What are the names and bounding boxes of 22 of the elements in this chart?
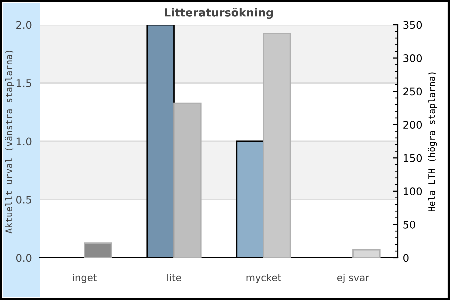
bar <box>352 249 381 258</box>
y2-tick-label: 100 <box>404 188 422 196</box>
y-tick-label: 2.0 <box>16 21 32 30</box>
bar <box>84 242 112 258</box>
y-axis-title: Aktuellt urval (vänstra staplarna) <box>5 50 14 234</box>
y2-tick-label: 50 <box>404 220 416 229</box>
y2-tick-label: 0 <box>404 254 409 262</box>
y2-tick-label: 300 <box>404 54 422 62</box>
y2-tick-label: 250 <box>404 88 422 96</box>
x-tick-label: ej svar <box>338 274 370 284</box>
y2-tick-label: 350 <box>404 21 422 30</box>
y-tick-label: 0.5 <box>16 196 32 204</box>
chart-title: Litteratursökning <box>165 8 274 20</box>
y-tick-label: 0.0 <box>16 254 32 262</box>
y2-axis-title: Hela LTH (högra staplarna) <box>428 72 438 212</box>
x-tick-label: inget <box>73 274 97 284</box>
y2-tick-label: 150 <box>404 154 422 162</box>
y-tick-label: 1.5 <box>16 80 32 88</box>
y-tick-label: 1.0 <box>16 138 32 146</box>
x-tick-label: lite <box>168 274 182 282</box>
y2-tick-label: 200 <box>404 121 422 129</box>
x-tick-label: mycket <box>246 274 282 284</box>
